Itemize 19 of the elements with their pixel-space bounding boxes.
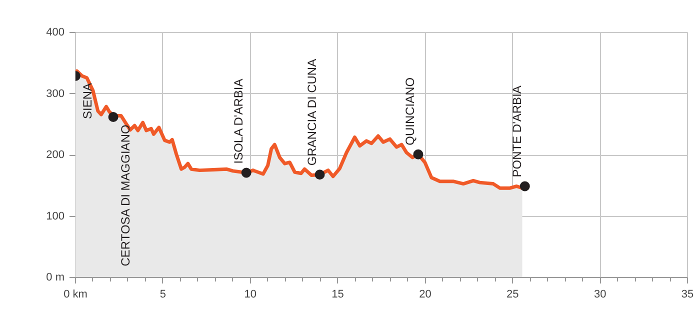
x-tick-label: 0 km [64, 288, 88, 300]
annotation: SIENA [80, 82, 94, 119]
y-tick-label: 0 m [46, 272, 65, 284]
y-tick-label: 200 [46, 149, 65, 161]
annotation: CERTOSA DI MAGGIANO [118, 124, 132, 266]
x-tick-label: 35 [681, 288, 694, 300]
annotation: PONTE D'ARBIA [510, 86, 524, 178]
annotation: GRANCIA DI CUNA [304, 58, 319, 166]
y-tick-label: 400 [46, 26, 65, 38]
x-tick-label: 15 [332, 288, 344, 300]
y-tick-label: 100 [46, 210, 65, 222]
y-tick-label: 300 [46, 88, 65, 100]
annotation: ISOLA D'ARBIA [231, 78, 246, 164]
annotation: QUINCIANO [403, 77, 418, 146]
x-tick-label: 10 [244, 288, 256, 300]
x-tick-label: 5 [160, 288, 166, 300]
x-tick-label: 30 [594, 288, 606, 300]
x-tick-label: 20 [419, 288, 432, 300]
x-tick-label: 25 [506, 288, 519, 300]
